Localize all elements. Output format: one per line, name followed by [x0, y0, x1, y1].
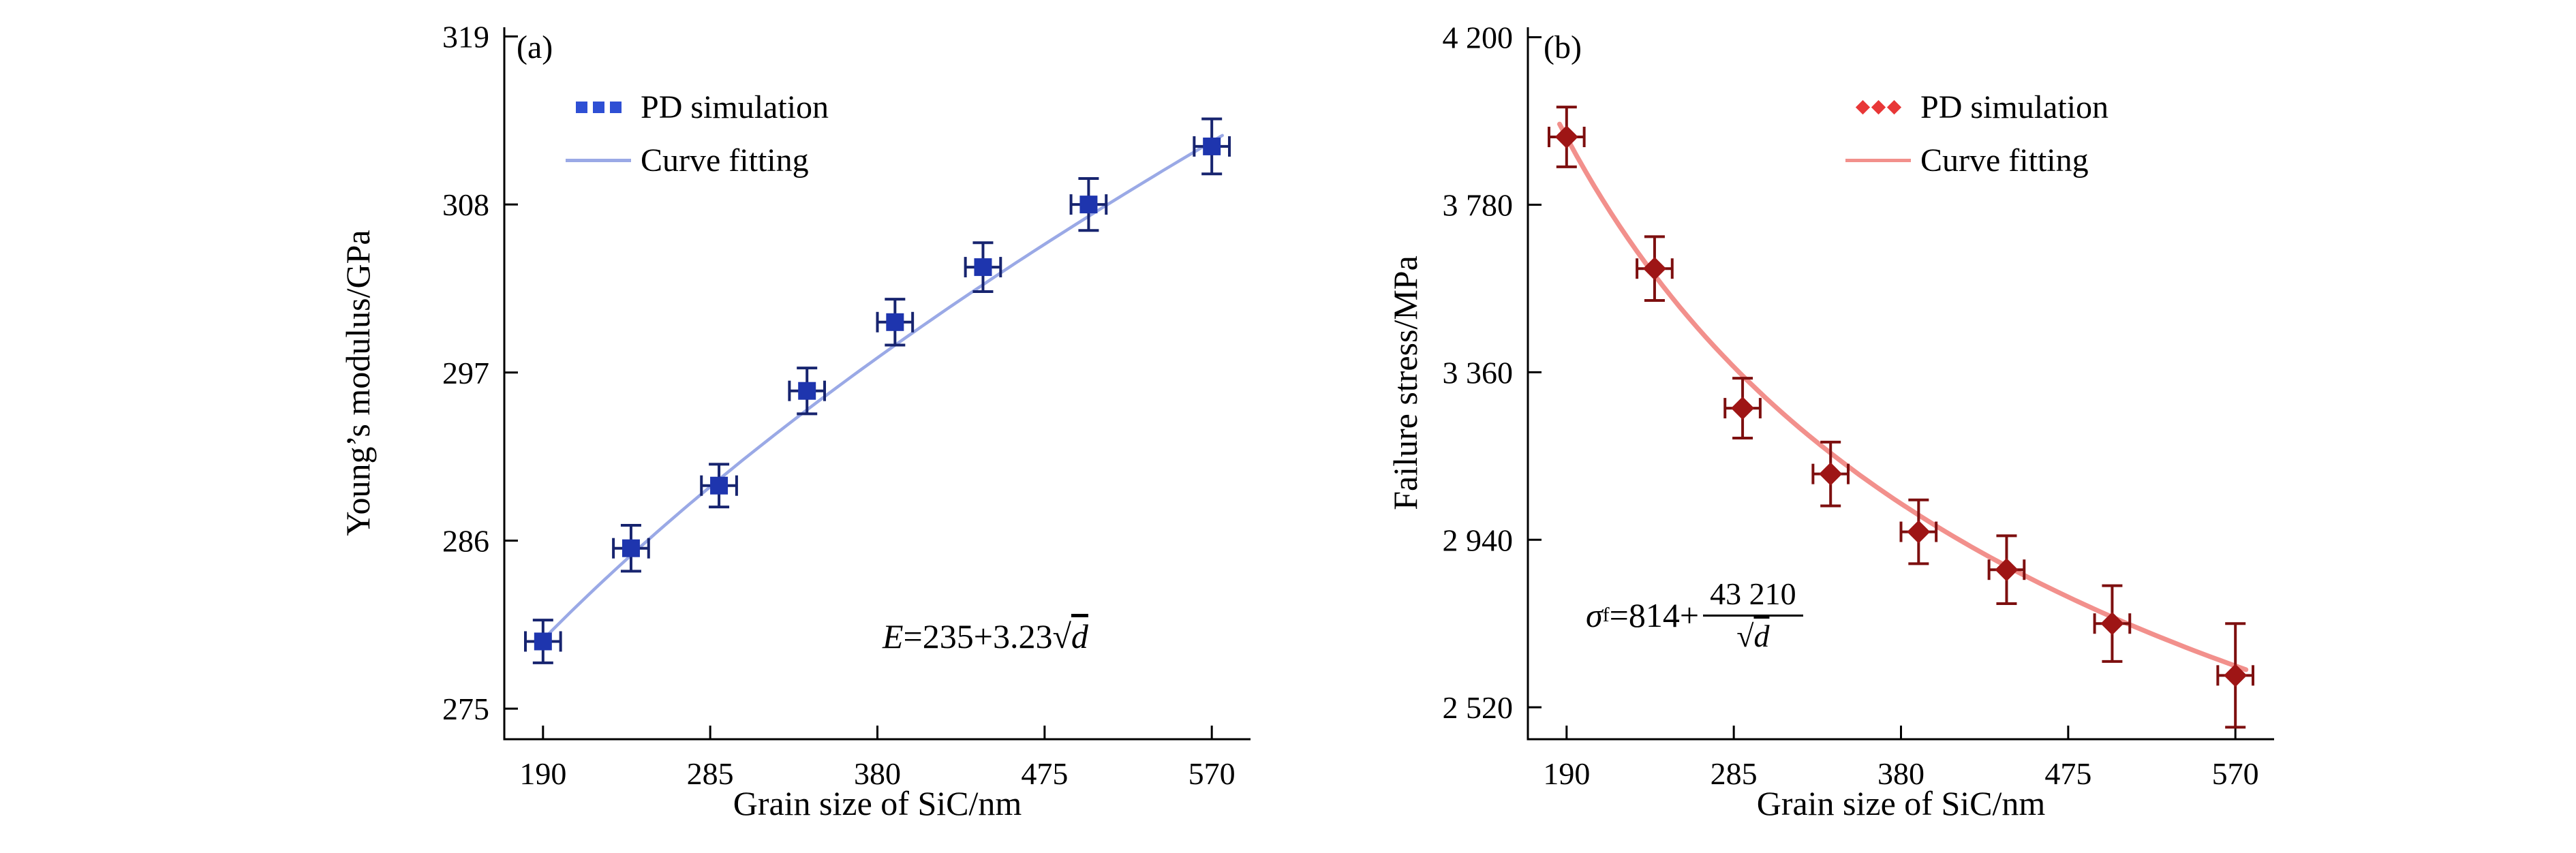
y-axis-title-b: Failure stress/MPa: [1386, 255, 1424, 510]
panel-a: 190 285 380 475 570 275 286 297 308 319 (a) PD si…: [339, 19, 1251, 822]
y-tick-label: 3 360: [1443, 355, 1514, 390]
data-marker: [1554, 125, 1578, 149]
data-marker: [1731, 397, 1755, 420]
x-tick-label: 380: [854, 756, 901, 791]
legend-label: PD simulation: [641, 89, 829, 125]
panel-b: 190 285 380 475 570 2 520 2 940 3 360 3 780 4 200…: [1288, 0, 2576, 853]
diamond-markers-icon: [1845, 99, 1911, 114]
y-tick-label: 275: [442, 692, 489, 726]
x-tick-label: 380: [1877, 756, 1925, 791]
x-tick-label: 190: [519, 756, 566, 791]
equation-variable: σ: [1586, 595, 1603, 634]
axes: [1527, 27, 2274, 741]
data-marker: [798, 382, 816, 400]
y-axis-title-a: Young’s modulus/GPa: [339, 230, 377, 536]
data-marker: [1642, 257, 1666, 281]
fraction-denominator: √d: [1736, 619, 1770, 653]
legend-b: PD simulation Curve fitting: [1845, 80, 2109, 187]
x-axis-title-a: Grain size of SiC/nm: [733, 784, 1022, 822]
equation-body: =814+: [1609, 595, 1700, 634]
legend-label: Curve fitting: [1920, 142, 2089, 179]
equation-variable: E: [883, 617, 904, 655]
data-marker: [1079, 196, 1098, 214]
radical: √d: [1052, 617, 1088, 655]
data-marker: [1907, 520, 1931, 544]
y-tick-label: 4 200: [1443, 20, 1514, 55]
legend-item-curve-fitting: Curve fitting: [1845, 134, 2109, 187]
line-marker-icon: [566, 158, 631, 162]
legend-item-pd-simulation: PD simulation: [1845, 80, 2109, 134]
square-markers-icon: [566, 101, 631, 113]
fraction: 43 210 √d: [1703, 576, 1803, 654]
x-tick-label: 190: [1543, 756, 1590, 791]
plot-a: 190 285 380 475 570 275 286 297 308 319: [442, 19, 1251, 791]
y-tick-label: 286: [442, 523, 489, 558]
fit-equation-b: σ f =814+ 43 210 √d: [1586, 576, 1803, 654]
y-tick-label: 319: [442, 19, 489, 54]
axes: [503, 27, 1251, 741]
data-marker: [974, 258, 992, 277]
y-tick-label: 3 780: [1443, 188, 1514, 223]
data-marker: [1203, 137, 1221, 155]
data-marker: [2100, 612, 2124, 636]
data-marker: [1819, 462, 1843, 486]
panel-label-b: (b): [1544, 29, 1582, 65]
data-marker: [710, 476, 729, 495]
x-tick-label: 475: [1021, 756, 1068, 791]
y-tick-label: 297: [442, 356, 489, 390]
equation-subscript: f: [1602, 603, 1610, 626]
error-bar: [1069, 177, 1108, 232]
fraction-numerator: 43 210: [1703, 576, 1803, 617]
y-tick-label: 2 940: [1443, 523, 1514, 557]
fit-equation-a: E =235+3.23 √d: [883, 617, 1088, 656]
x-tick-label: 570: [2212, 756, 2259, 791]
fit-curve: [534, 134, 1224, 649]
y-tick-label: 2 520: [1443, 690, 1514, 725]
data-marker: [2224, 664, 2248, 687]
line-marker-icon: [1845, 158, 1911, 162]
legend-item-curve-fitting: Curve fitting: [566, 134, 829, 187]
data-marker: [534, 632, 552, 651]
x-axis-title-b: Grain size of SiC/nm: [1756, 784, 2046, 822]
equation-body: =235+3.23: [903, 617, 1053, 655]
fit-curve: [1557, 121, 2249, 672]
legend-label: Curve fitting: [641, 142, 809, 179]
plot-b: 190 285 380 475 570 2 520 2 940 3 360 3 780 4 200: [1443, 20, 2274, 791]
legend-a: PD simulation Curve fitting: [566, 80, 829, 187]
legend-item-pd-simulation: PD simulation: [566, 80, 829, 134]
data-marker: [622, 539, 640, 557]
legend-label: PD simulation: [1920, 89, 2109, 125]
data-marker: [886, 313, 904, 331]
x-tick-label: 285: [1711, 756, 1758, 791]
panel-label-a: (a): [517, 29, 553, 65]
data-marker: [1995, 558, 2019, 582]
x-tick-label: 570: [1189, 756, 1236, 791]
x-tick-label: 285: [687, 756, 734, 791]
x-tick-label: 475: [2044, 756, 2091, 791]
y-tick-label: 308: [442, 187, 489, 222]
